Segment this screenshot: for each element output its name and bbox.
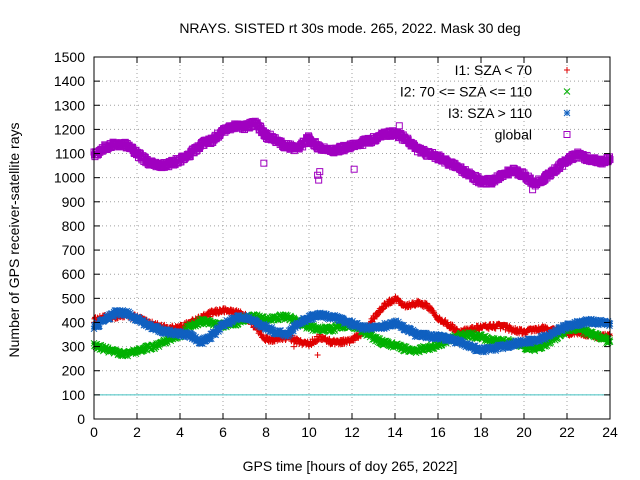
legend-label: I1: SZA < 70 [455, 62, 533, 78]
x-tick-label: 8 [262, 424, 270, 440]
y-tick-label: 100 [62, 387, 86, 403]
y-tick-label: 0 [77, 411, 85, 427]
y-tick-label: 400 [62, 314, 86, 330]
x-tick-label: 0 [90, 424, 98, 440]
x-tick-label: 22 [559, 424, 575, 440]
y-tick-label: 1500 [54, 49, 85, 65]
grid [94, 57, 610, 419]
x-tick-label: 20 [516, 424, 532, 440]
y-tick-label: 300 [62, 339, 86, 355]
y-tick-label: 500 [62, 290, 86, 306]
y-tick-label: 200 [62, 363, 86, 379]
chart-title: NRAYS. SISTED rt 30s mode. 265, 2022. Ma… [179, 20, 520, 36]
y-tick-label: 1300 [54, 97, 85, 113]
legend-label: I3: SZA > 110 [448, 105, 532, 121]
y-tick-label: 900 [62, 194, 86, 210]
legend: I1: SZA < 70 I2: 70 <= SZA <= 110 I3: SZA … [400, 62, 571, 143]
y-tick-label: 800 [62, 218, 86, 234]
y-axis-label: Number of GPS receiver-satellite rays [6, 123, 22, 358]
legend-marker [564, 67, 570, 73]
x-tick-label: 14 [387, 424, 403, 440]
x-tick-label: 4 [176, 424, 184, 440]
y-tick-label: 600 [62, 266, 86, 282]
outlier-point [314, 352, 321, 359]
outlier-point [290, 343, 297, 350]
y-tick-label: 700 [62, 242, 86, 258]
outlier-point [316, 168, 324, 176]
x-tick-label: 16 [430, 424, 446, 440]
x-tick-label: 2 [133, 424, 141, 440]
legend-label: global [495, 127, 532, 143]
legend-marker [563, 131, 571, 138]
legend-label: I2: 70 <= SZA <= 110 [400, 84, 532, 100]
y-tick-label: 1100 [55, 146, 85, 162]
y-tick-label: 1200 [54, 121, 85, 137]
x-tick-label: 18 [473, 424, 489, 440]
x-tick-label: 12 [344, 424, 360, 440]
x-tick-label: 10 [301, 424, 317, 440]
x-tick-label: 24 [602, 424, 618, 440]
x-tick-label: 6 [219, 424, 227, 440]
axis-ticks: 0 2 4 6 8 10 12 14 16 18 20 22 240100200300400500600… [54, 49, 618, 440]
outlier-point [395, 122, 403, 130]
legend-marker [563, 109, 571, 117]
data-marks [90, 117, 614, 360]
y-tick-label: 1400 [54, 73, 85, 89]
x-axis-label: GPS time [hours of doy 265, 2022] [243, 458, 458, 474]
y-tick-label: 1000 [54, 170, 85, 186]
